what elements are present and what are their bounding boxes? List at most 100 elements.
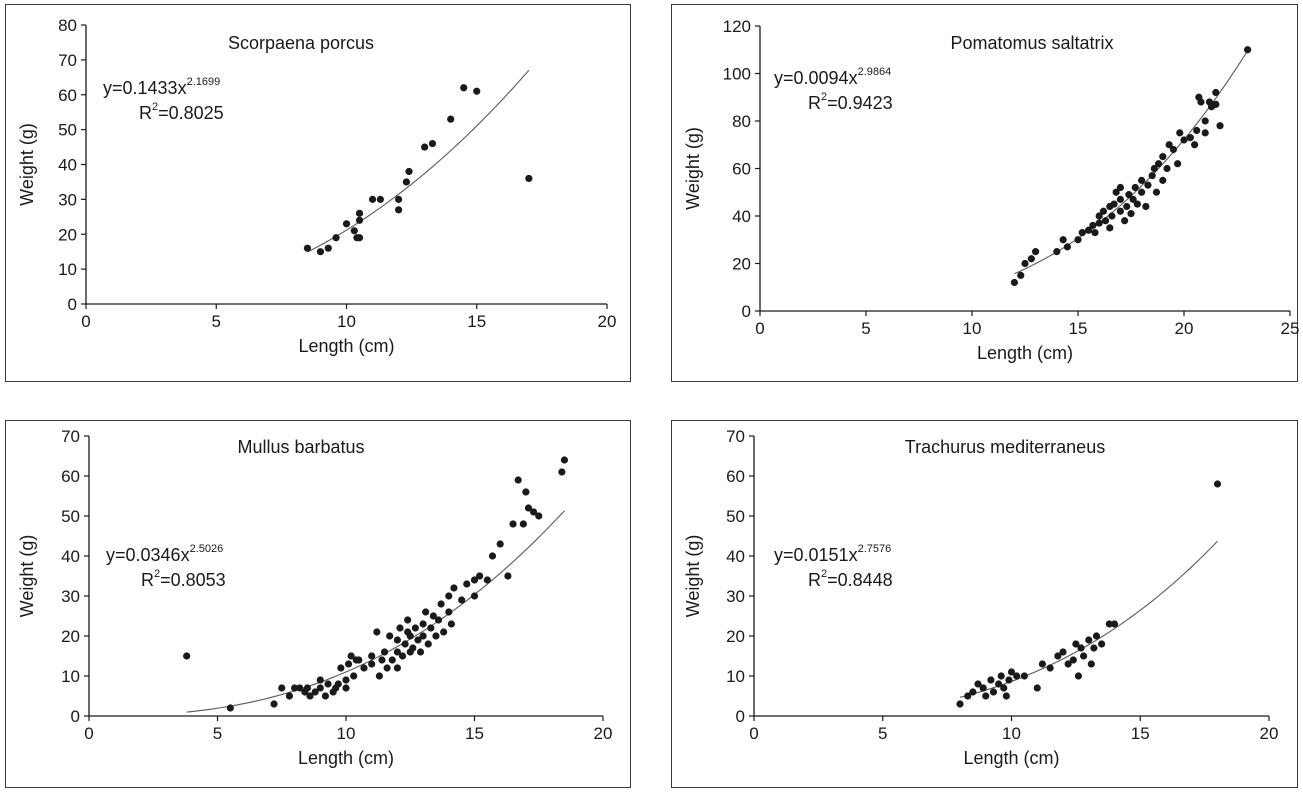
data-point — [383, 664, 391, 672]
equation-base: y=0.1433x — [103, 78, 187, 98]
data-point — [509, 520, 517, 528]
data-point — [306, 692, 314, 700]
data-point — [368, 660, 376, 668]
y-tick-label: 0 — [736, 707, 745, 726]
r-squared-label: R2=0.8448 — [808, 568, 893, 590]
data-point — [1201, 117, 1209, 125]
data-point — [1027, 255, 1035, 263]
r-squared-symbol: R — [808, 570, 821, 590]
regression-equation: y=0.0346x2.5026 — [106, 543, 223, 565]
y-tick-label: 0 — [742, 302, 751, 321]
y-tick-label: 60 — [732, 160, 751, 179]
r-squared-symbol: R — [808, 93, 821, 113]
data-point — [525, 174, 533, 183]
equation-base: y=0.0094x — [774, 68, 858, 88]
data-point — [524, 504, 533, 512]
data-point — [1053, 248, 1061, 256]
data-point — [402, 178, 411, 186]
y-tick-label: 60 — [726, 467, 745, 486]
data-point — [342, 684, 350, 692]
data-point — [406, 632, 414, 640]
equation-exponent: 2.5026 — [190, 543, 224, 555]
data-point — [1085, 226, 1093, 234]
data-point — [1017, 271, 1025, 279]
y-axis-label: Weight (g) — [17, 123, 37, 206]
data-point — [1021, 259, 1029, 268]
y-tick-label: 120 — [723, 17, 751, 36]
equation-exponent: 2.7576 — [858, 543, 892, 555]
data-point — [440, 628, 448, 636]
data-point — [995, 680, 1003, 688]
data-point — [1077, 644, 1085, 652]
data-point — [414, 636, 422, 644]
scatter-plot-pomatomus-saltatrix: 0 5 10 15 20 25 0 20 40 60 80 100 120 Length (cm) Weig… — [683, 17, 1299, 363]
data-point — [396, 624, 404, 632]
x-tick-label: 20 — [1175, 319, 1194, 338]
data-point — [1125, 191, 1133, 199]
data-point — [1191, 141, 1199, 149]
data-point — [969, 688, 977, 696]
data-point — [337, 664, 345, 672]
x-tick-label: 5 — [878, 724, 887, 743]
r-squared-label: R2=0.9423 — [808, 91, 893, 113]
data-point — [1193, 126, 1201, 135]
data-point — [445, 608, 453, 616]
r-squared-value: =0.8448 — [827, 570, 893, 590]
y-tick-label: 20 — [58, 225, 77, 244]
data-point — [296, 684, 304, 692]
x-tick-label: 0 — [84, 724, 93, 743]
data-point — [422, 608, 430, 616]
data-point — [424, 640, 432, 648]
data-point — [1159, 176, 1167, 184]
data-point — [1169, 145, 1177, 154]
data-point — [1080, 652, 1088, 660]
data-point — [989, 688, 998, 696]
data-point — [1127, 210, 1135, 218]
data-point — [421, 143, 429, 151]
data-point — [437, 600, 445, 608]
data-point — [1212, 88, 1220, 97]
data-point — [1059, 648, 1067, 656]
y-tick-label: 50 — [61, 507, 80, 526]
data-point — [476, 572, 484, 580]
r-squared-symbol: R — [139, 103, 152, 123]
y-tick-label: 80 — [58, 16, 77, 35]
data-point — [1144, 181, 1152, 189]
data-point — [1201, 129, 1209, 137]
data-point — [1087, 660, 1095, 668]
data-point — [183, 652, 191, 660]
data-point — [419, 632, 427, 640]
data-point — [416, 648, 425, 656]
y-tick-label: 40 — [726, 547, 745, 566]
data-point — [488, 552, 497, 560]
x-tick-label: 15 — [1131, 724, 1150, 743]
r-squared-symbol: R — [141, 570, 154, 590]
data-point — [447, 115, 455, 123]
data-point — [450, 584, 458, 592]
data-point — [1089, 221, 1097, 230]
y-tick-label: 60 — [58, 86, 77, 105]
data-point — [270, 700, 278, 708]
x-tick-label: 10 — [337, 724, 356, 743]
data-point — [432, 632, 440, 640]
data-point — [427, 624, 435, 632]
data-point — [1197, 98, 1205, 106]
data-point — [522, 488, 530, 496]
data-point — [388, 656, 396, 664]
data-point — [404, 616, 412, 624]
data-point — [514, 476, 522, 484]
y-tick-label: 80 — [732, 112, 751, 131]
data-point — [1163, 164, 1171, 173]
data-point — [1092, 632, 1101, 640]
y-tick-label: 50 — [726, 507, 745, 526]
data-point — [558, 468, 566, 476]
data-point — [1138, 176, 1146, 184]
y-tick-label: 40 — [732, 207, 751, 226]
y-tick-label: 10 — [58, 260, 77, 279]
data-point — [1131, 183, 1139, 192]
y-tick-label: 50 — [58, 121, 77, 140]
data-point — [376, 195, 384, 203]
data-point — [1007, 668, 1016, 676]
data-point — [997, 672, 1005, 680]
data-point — [1174, 160, 1182, 168]
